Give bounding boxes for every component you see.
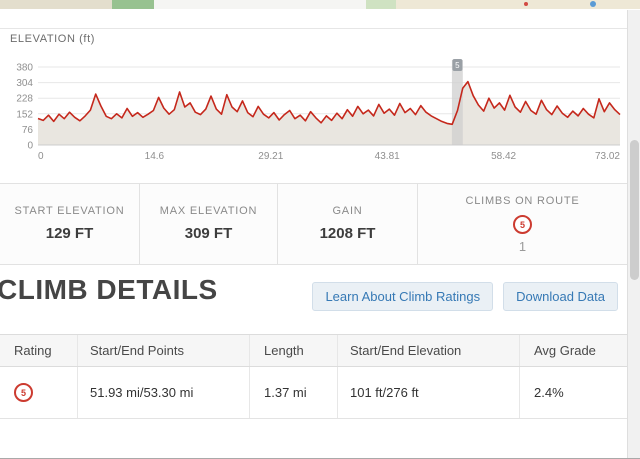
stat-label: CLIMBS ON ROUTE [465,195,580,207]
column-header-start-end-points: Start/End Points [78,335,250,366]
table-row[interactable]: 5 51.93 mi/53.30 mi 1.37 mi 101 ft/276 f… [0,367,627,419]
map-marker-dot [524,2,528,6]
climb-details-heading: CLIMB DETAILS [0,274,218,305]
y-tick-label: 380 [16,63,33,74]
climb-marker-band[interactable] [451,60,463,145]
climb-marker-badge[interactable] [452,59,463,71]
climb-details-table: Rating Start/End Points Length Start/End… [0,334,627,419]
cell-start-end-points: 51.93 mi/53.30 mi [78,367,250,418]
map-terrain-fragment [396,0,640,9]
stat-label: START ELEVATION [14,205,125,217]
x-tick-label: 0 [38,151,44,162]
climb-details-actions: Learn About Climb Ratings Download Data [312,282,618,311]
x-tick-label: 14.6 [145,151,165,162]
stat-label: GAIN [332,205,363,217]
column-header-rating: Rating [0,335,78,366]
map-terrain-fragment [0,0,112,9]
stat-max-elevation: MAX ELEVATION 309 FT [140,184,278,264]
cell-rating: 5 [0,367,78,418]
x-tick-label: 58.42 [491,151,516,162]
stat-gain: GAIN 1208 FT [278,184,418,264]
climb-rating-badge: 5 [513,215,532,234]
download-data-button[interactable]: Download Data [503,282,618,311]
y-tick-label: 304 [16,78,33,89]
cell-length: 1.37 mi [250,367,338,418]
cell-start-end-elevation: 101 ft/276 ft [338,367,520,418]
stat-value: 129 FT [45,225,94,242]
stat-climbs-on-route: CLIMBS ON ROUTE 5 1 [418,184,627,264]
y-tick-label: 76 [22,125,34,136]
map-edge [0,0,640,9]
scrollbar-thumb[interactable] [630,140,639,280]
y-tick-label: 152 [16,109,33,120]
x-tick-label: 29.21 [258,151,283,162]
vertical-scrollbar[interactable] [627,10,640,458]
cell-avg-grade: 2.4% [534,385,564,400]
elevation-chart[interactable]: 0 76 152 228 304 380 5 0 14.6 29.21 43.81 58.42 73.0… [2,59,626,171]
column-header-start-end-elevation: Start/End Elevation [338,335,520,366]
climb-count: 1 [518,239,527,254]
elevation-title: ELEVATION (ft) [10,33,96,45]
climb-marker-badge-label: 5 [455,61,460,70]
table-header-row: Rating Start/End Points Length Start/End… [0,334,627,367]
stat-start-elevation: START ELEVATION 129 FT [0,184,140,264]
learn-climb-ratings-button[interactable]: Learn About Climb Ratings [312,282,494,311]
column-header-length: Length [250,335,338,366]
route-stats: START ELEVATION 129 FT MAX ELEVATION 309… [0,183,627,265]
map-park-fragment [366,0,396,9]
map-road-fragment [154,0,366,9]
x-tick-label: 73.02 [595,151,620,162]
column-header-avg-grade: Avg Grade [534,343,596,358]
stat-value: 309 FT [184,225,233,242]
map-park-fragment [112,0,154,9]
climb-rating-badge: 5 [14,383,33,402]
stat-value: 1208 FT [319,225,376,242]
y-tick-label: 0 [27,141,33,152]
stat-label: MAX ELEVATION [159,205,258,217]
elevation-line [37,80,621,126]
elevation-panel: ELEVATION (ft) 0 76 152 228 304 380 5 0 14.6 29.2… [0,28,627,179]
map-marker-dot [590,1,596,7]
x-tick-label: 43.81 [375,151,400,162]
elevation-area [38,81,620,145]
y-tick-label: 228 [16,94,33,105]
